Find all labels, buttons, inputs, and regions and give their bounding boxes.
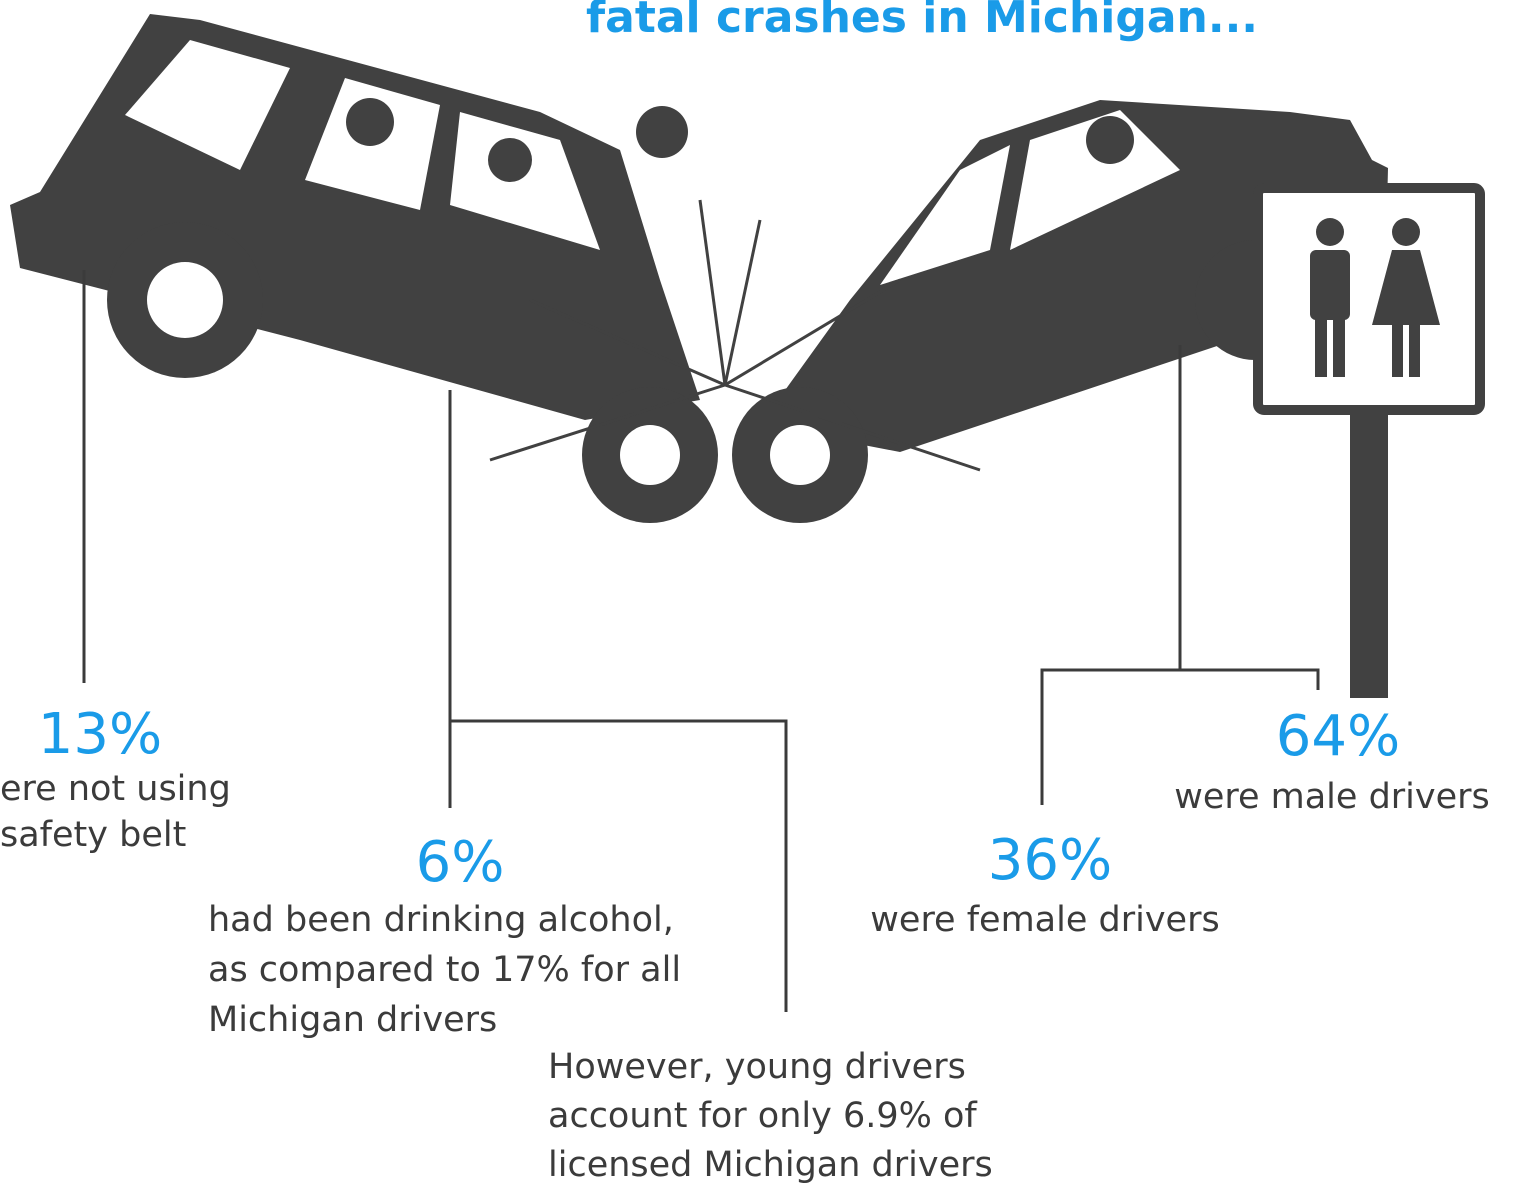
stat-text: ere not using <box>0 769 231 809</box>
infographic: fatal crashes in Michigan... <box>0 0 1515 1188</box>
stat-value: 36% <box>988 828 1112 893</box>
note-text: However, young drivers <box>548 1047 966 1087</box>
title: fatal crashes in Michigan... <box>586 0 1258 43</box>
stat-text: safety belt <box>0 815 186 855</box>
stat-text: had been drinking alcohol, <box>208 900 674 940</box>
stat-value: 13% <box>38 702 162 767</box>
note-text: licensed Michigan drivers <box>548 1145 993 1185</box>
stat-value: 6% <box>416 830 505 895</box>
stat-text: as compared to 17% for all <box>208 950 681 990</box>
note-text: account for only 6.9% of <box>548 1096 977 1136</box>
stat-text: were male drivers <box>1174 777 1490 817</box>
stat-text: Michigan drivers <box>208 1000 497 1040</box>
stat-text: were female drivers <box>870 900 1219 940</box>
stat-value: 64% <box>1276 704 1400 769</box>
crash-illustration <box>10 14 1480 698</box>
